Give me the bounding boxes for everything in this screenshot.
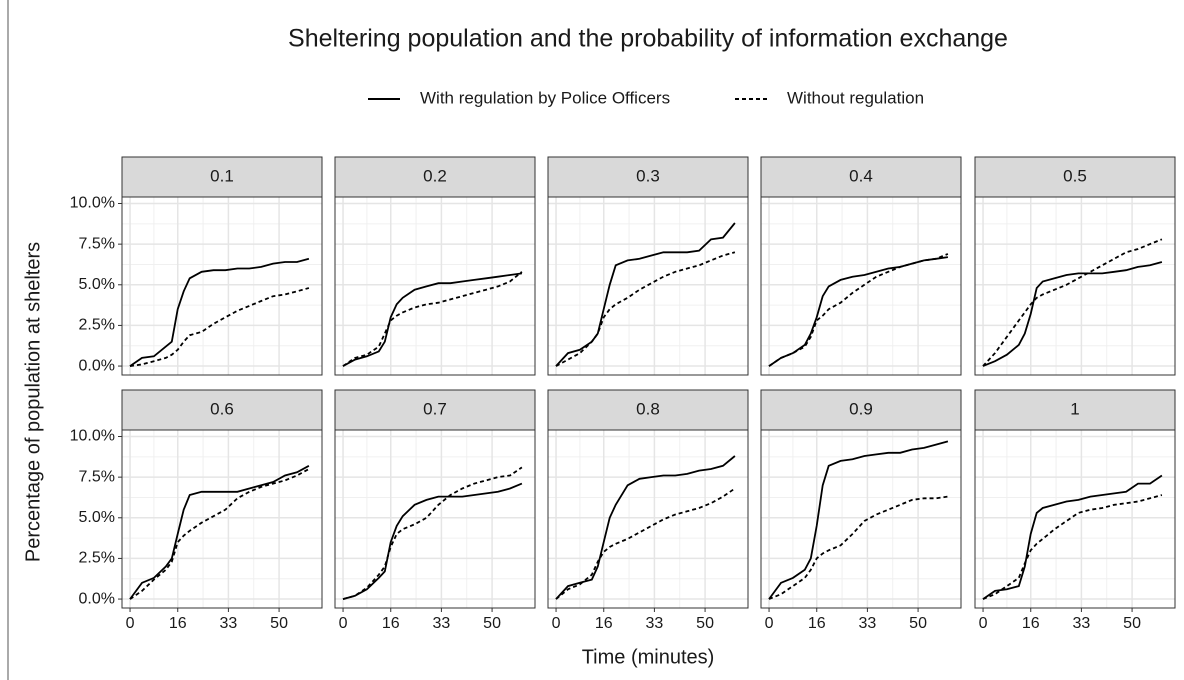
panel-border bbox=[121, 196, 323, 376]
x-tick-label: 50 bbox=[270, 615, 288, 632]
line-series bbox=[982, 261, 1163, 367]
chart-title: Sheltering population and the probabilit… bbox=[288, 25, 1008, 53]
x-tick-label: 16 bbox=[169, 615, 187, 632]
panel-border bbox=[760, 196, 962, 376]
line-series bbox=[982, 494, 1163, 600]
strip bbox=[547, 389, 749, 431]
x-tick-label: 0 bbox=[765, 615, 774, 632]
strip bbox=[760, 389, 962, 431]
y-tick-label: 10.0% bbox=[70, 195, 115, 212]
line-series bbox=[982, 238, 1163, 367]
panel-border bbox=[760, 429, 962, 609]
y-axis-label: Percentage of population at shelters bbox=[22, 242, 44, 562]
x-tick-label: 16 bbox=[595, 615, 613, 632]
x-tick-label: 50 bbox=[483, 615, 501, 632]
strip-label: 0.6 bbox=[210, 399, 234, 418]
line-series bbox=[555, 222, 736, 367]
panel-border bbox=[334, 429, 536, 609]
line-series bbox=[342, 272, 523, 367]
line-series bbox=[129, 468, 310, 600]
panel-border bbox=[121, 429, 323, 609]
line-series bbox=[982, 474, 1163, 600]
x-tick-label: 50 bbox=[696, 615, 714, 632]
legend-label: With regulation by Police Officers bbox=[420, 88, 670, 107]
y-tick-label: 7.5% bbox=[79, 468, 115, 485]
strip-label: 0.7 bbox=[423, 399, 447, 418]
line-series bbox=[555, 487, 736, 600]
y-tick-label: 0.0% bbox=[79, 357, 115, 374]
strip bbox=[121, 389, 323, 431]
strip-label: 0.4 bbox=[849, 166, 873, 185]
panel-border bbox=[334, 196, 536, 376]
x-tick-label: 0 bbox=[979, 615, 988, 632]
y-tick-label: 5.0% bbox=[79, 509, 115, 526]
strip bbox=[760, 156, 962, 198]
panel-border bbox=[547, 429, 749, 609]
strip bbox=[547, 156, 749, 198]
strip-label: 0.5 bbox=[1063, 166, 1087, 185]
y-tick-label: 5.0% bbox=[79, 276, 115, 293]
y-tick-label: 10.0% bbox=[70, 428, 115, 445]
y-tick-label: 7.5% bbox=[79, 235, 115, 252]
y-tick-label: 2.5% bbox=[79, 317, 115, 334]
line-series bbox=[768, 253, 949, 367]
legend-label: Without regulation bbox=[787, 88, 924, 107]
strip-label: 0.3 bbox=[636, 166, 660, 185]
strip-label: 0.9 bbox=[849, 399, 873, 418]
strip-label: 0.8 bbox=[636, 399, 660, 418]
line-series bbox=[555, 251, 736, 367]
strip-label: 0.2 bbox=[423, 166, 447, 185]
x-tick-label: 16 bbox=[382, 615, 400, 632]
strip-label: 1 bbox=[1070, 399, 1079, 418]
strip bbox=[334, 389, 536, 431]
x-tick-label: 50 bbox=[909, 615, 927, 632]
x-tick-label: 0 bbox=[339, 615, 348, 632]
x-tick-label: 33 bbox=[433, 615, 451, 632]
line-series bbox=[129, 257, 310, 367]
line-series bbox=[768, 495, 949, 600]
x-tick-label: 50 bbox=[1123, 615, 1141, 632]
strip bbox=[334, 156, 536, 198]
x-axis-label: Time (minutes) bbox=[582, 646, 715, 668]
x-tick-label: 33 bbox=[220, 615, 238, 632]
y-tick-label: 0.0% bbox=[79, 590, 115, 607]
x-tick-label: 16 bbox=[808, 615, 826, 632]
panel-border bbox=[547, 196, 749, 376]
x-tick-label: 16 bbox=[1022, 615, 1040, 632]
x-tick-label: 0 bbox=[552, 615, 561, 632]
panel-border bbox=[974, 429, 1176, 609]
x-tick-label: 33 bbox=[859, 615, 877, 632]
line-series bbox=[129, 287, 310, 367]
x-tick-label: 33 bbox=[1073, 615, 1091, 632]
y-tick-label: 2.5% bbox=[79, 550, 115, 567]
x-tick-label: 0 bbox=[126, 615, 135, 632]
strip-label: 0.1 bbox=[210, 166, 234, 185]
line-series bbox=[342, 466, 523, 600]
strip bbox=[121, 156, 323, 198]
x-tick-label: 33 bbox=[646, 615, 664, 632]
line-series bbox=[768, 440, 949, 600]
line-series bbox=[342, 271, 523, 367]
strip bbox=[974, 389, 1176, 431]
panel-border bbox=[974, 196, 1176, 376]
line-series bbox=[555, 455, 736, 600]
line-series bbox=[342, 482, 523, 600]
line-series bbox=[129, 465, 310, 600]
